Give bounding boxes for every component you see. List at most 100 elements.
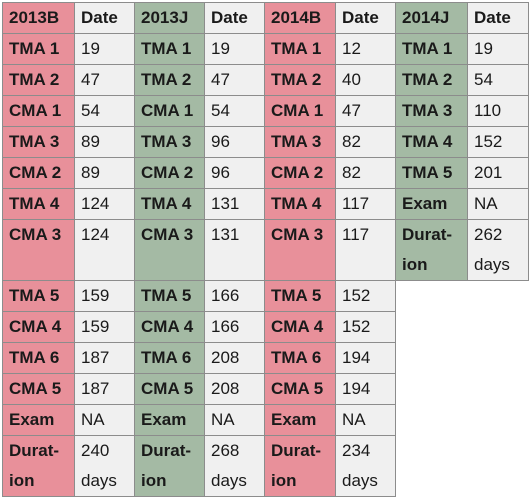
date-cell: 89 [74,126,135,158]
assessment-cell: TMA 5 [395,157,468,189]
header-2014b: 2014B [264,2,336,34]
assessment-cell: Durat-ion [2,435,75,497]
date-cell: 268 days [204,435,265,497]
table-row: CMA 5 187 CMA 5 208 CMA 5 194 [2,373,529,405]
date-cell: 240 days [74,435,135,497]
empty-cell [395,280,529,312]
date-cell: 201 [467,157,529,189]
assessment-cell: CMA 5 [264,373,336,405]
date-cell: 124 [74,188,135,220]
assessment-cell: CMA 4 [264,311,336,343]
date-cell: 194 [335,342,396,374]
table-row: CMA 4 159 CMA 4 166 CMA 4 152 [2,311,529,343]
table-row: TMA 2 47 TMA 2 47 TMA 2 40 TMA 2 54 [2,64,529,96]
date-cell: 124 [74,219,135,281]
date-cell: 19 [74,33,135,65]
assessment-cell: CMA 2 [264,157,336,189]
date-cell: 117 [335,219,396,281]
date-cell: 47 [204,64,265,96]
date-cell: NA [204,404,265,436]
assessment-cell: Durat-ion [395,219,468,281]
header-2013j: 2013J [134,2,205,34]
assessment-cell: Exam [2,404,75,436]
date-cell: 152 [335,280,396,312]
header-2013b: 2013B [2,2,75,34]
date-cell: 110 [467,95,529,127]
table-row: TMA 4 124 TMA 4 131 TMA 4 117 Exam NA [2,188,529,220]
assessment-cell: TMA 2 [134,64,205,96]
assessment-cell: TMA 6 [2,342,75,374]
assessment-cell: CMA 1 [2,95,75,127]
assessment-cell: Exam [134,404,205,436]
table-row: Exam NA Exam NA Exam NA [2,404,529,436]
header-row: 2013B Date 2013J Date 2014B Date 2014J D… [2,2,529,34]
assessment-cell: CMA 3 [2,219,75,281]
date-cell: 82 [335,126,396,158]
date-cell: 194 [335,373,396,405]
assessment-cell: TMA 4 [134,188,205,220]
assessment-cell: TMA 4 [264,188,336,220]
assessment-cell: TMA 2 [264,64,336,96]
assessment-cell: TMA 1 [264,33,336,65]
date-cell: 54 [467,64,529,96]
table-row: Durat-ion 240 days Durat-ion 268 days Du… [2,435,529,497]
assessment-cell: TMA 5 [264,280,336,312]
assessment-cell: TMA 3 [2,126,75,158]
assessment-cell: TMA 1 [134,33,205,65]
date-cell: 89 [74,157,135,189]
table-row: TMA 3 89 TMA 3 96 TMA 3 82 TMA 4 152 [2,126,529,158]
date-cell: 159 [74,311,135,343]
header-date: Date [335,2,396,34]
date-cell: 117 [335,188,396,220]
assessment-cell: TMA 3 [395,95,468,127]
date-cell: 82 [335,157,396,189]
date-cell: 208 [204,373,265,405]
date-cell: 159 [74,280,135,312]
assessment-cell: Exam [264,404,336,436]
empty-cell [395,342,529,374]
date-cell: 166 [204,311,265,343]
table-row: CMA 3 124 CMA 3 131 CMA 3 117 Durat-ion … [2,219,529,281]
date-cell: 262 days [467,219,529,281]
assessment-cell: Exam [395,188,468,220]
assessment-cell: CMA 1 [264,95,336,127]
header-date: Date [467,2,529,34]
empty-cell [395,373,529,405]
empty-cell [395,435,529,497]
date-cell: 54 [74,95,135,127]
table-row: TMA 1 19 TMA 1 19 TMA 1 12 TMA 1 19 [2,33,529,65]
assessment-cell: CMA 4 [2,311,75,343]
assessment-cell: TMA 1 [2,33,75,65]
date-cell: 208 [204,342,265,374]
table-row: TMA 5 159 TMA 5 166 TMA 5 152 [2,280,529,312]
assessment-cell: Durat-ion [134,435,205,497]
assessment-cell: CMA 3 [264,219,336,281]
date-cell: 131 [204,219,265,281]
assessment-cell: CMA 5 [134,373,205,405]
assessment-cell: TMA 2 [2,64,75,96]
date-cell: 40 [335,64,396,96]
date-cell: NA [335,404,396,436]
assessment-cell: TMA 1 [395,33,468,65]
header-date: Date [204,2,265,34]
assessment-cell: TMA 3 [134,126,205,158]
assessment-cell: TMA 3 [264,126,336,158]
date-cell: 152 [467,126,529,158]
date-cell: 166 [204,280,265,312]
header-date: Date [74,2,135,34]
table-row: CMA 2 89 CMA 2 96 CMA 2 82 TMA 5 201 [2,157,529,189]
assessment-cell: CMA 1 [134,95,205,127]
date-cell: 12 [335,33,396,65]
date-cell: 54 [204,95,265,127]
assessment-cell: TMA 5 [134,280,205,312]
assessment-cell: TMA 6 [264,342,336,374]
assessment-cell: TMA 4 [2,188,75,220]
table-row: TMA 6 187 TMA 6 208 TMA 6 194 [2,342,529,374]
table-row: CMA 1 54 CMA 1 54 CMA 1 47 TMA 3 110 [2,95,529,127]
date-cell: 187 [74,342,135,374]
date-cell: 131 [204,188,265,220]
assessment-cell: Durat-ion [264,435,336,497]
date-cell: 152 [335,311,396,343]
date-cell: 47 [74,64,135,96]
